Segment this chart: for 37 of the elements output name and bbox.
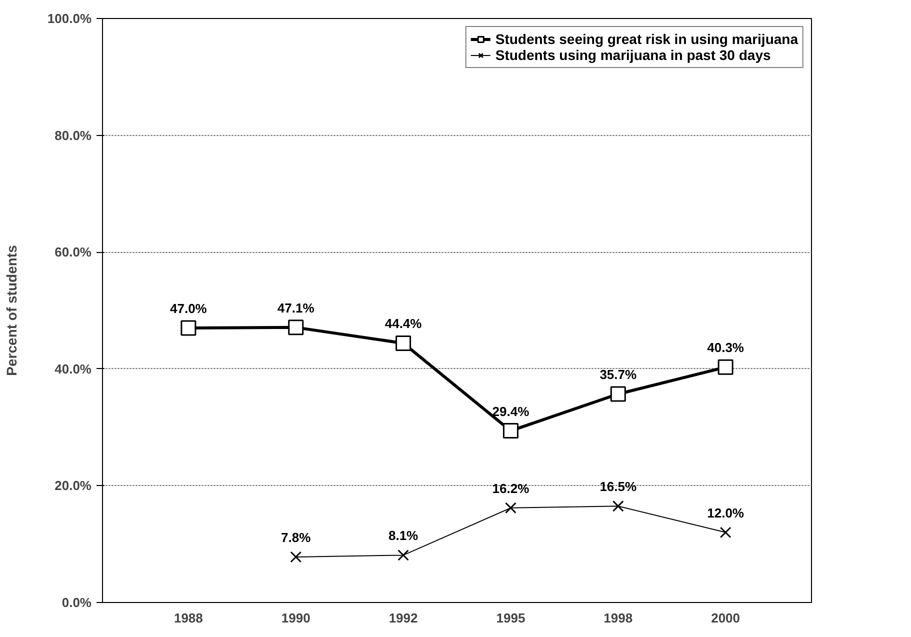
point: [718, 359, 734, 375]
y-tick-label: 40.0%: [54, 361, 92, 376]
data-label: 47.1%: [277, 300, 315, 316]
y-tick-label: 0.0%: [62, 595, 92, 610]
point: [288, 320, 304, 336]
data-label: 29.4%: [492, 404, 530, 419]
point: [396, 335, 412, 351]
y-tick-label: 100.0%: [47, 11, 92, 26]
data-label: 40.3%: [707, 340, 744, 356]
y-tick-label: 80.0%: [54, 128, 92, 143]
point: [720, 526, 732, 538]
point: [290, 551, 302, 563]
x-tick-label: 1998: [604, 610, 633, 626]
legend-label: Students using marijuana in past 30 days: [495, 47, 771, 63]
y-tick-label: 20.0%: [54, 478, 92, 494]
x-tick-label: 1995: [496, 610, 526, 626]
data-label: 8.1%: [388, 528, 419, 544]
data-label: 16.5%: [600, 479, 638, 494]
point: [180, 320, 196, 336]
y-axis-title: Percent of students: [3, 244, 20, 376]
legend-label: Students seeing great risk in using marijuana: [495, 31, 798, 47]
x-tick-label: 2000: [711, 610, 740, 626]
data-label: 47.0%: [170, 301, 208, 316]
y-tick-label: 60.0%: [54, 244, 92, 260]
data-label: 12.0%: [707, 505, 744, 520]
point: [505, 502, 516, 514]
x-tick-label: 1988: [174, 610, 203, 626]
point: [502, 423, 518, 439]
point: [398, 549, 409, 561]
point: [612, 500, 624, 512]
x-tick-label: 1990: [281, 610, 310, 626]
data-label: 16.2%: [492, 480, 530, 496]
data-label: 7.8%: [281, 530, 312, 545]
x-tick-label: 1992: [388, 610, 418, 626]
data-label: 35.7%: [600, 367, 638, 382]
point: [610, 386, 626, 402]
data-label: 44.4%: [384, 316, 422, 332]
